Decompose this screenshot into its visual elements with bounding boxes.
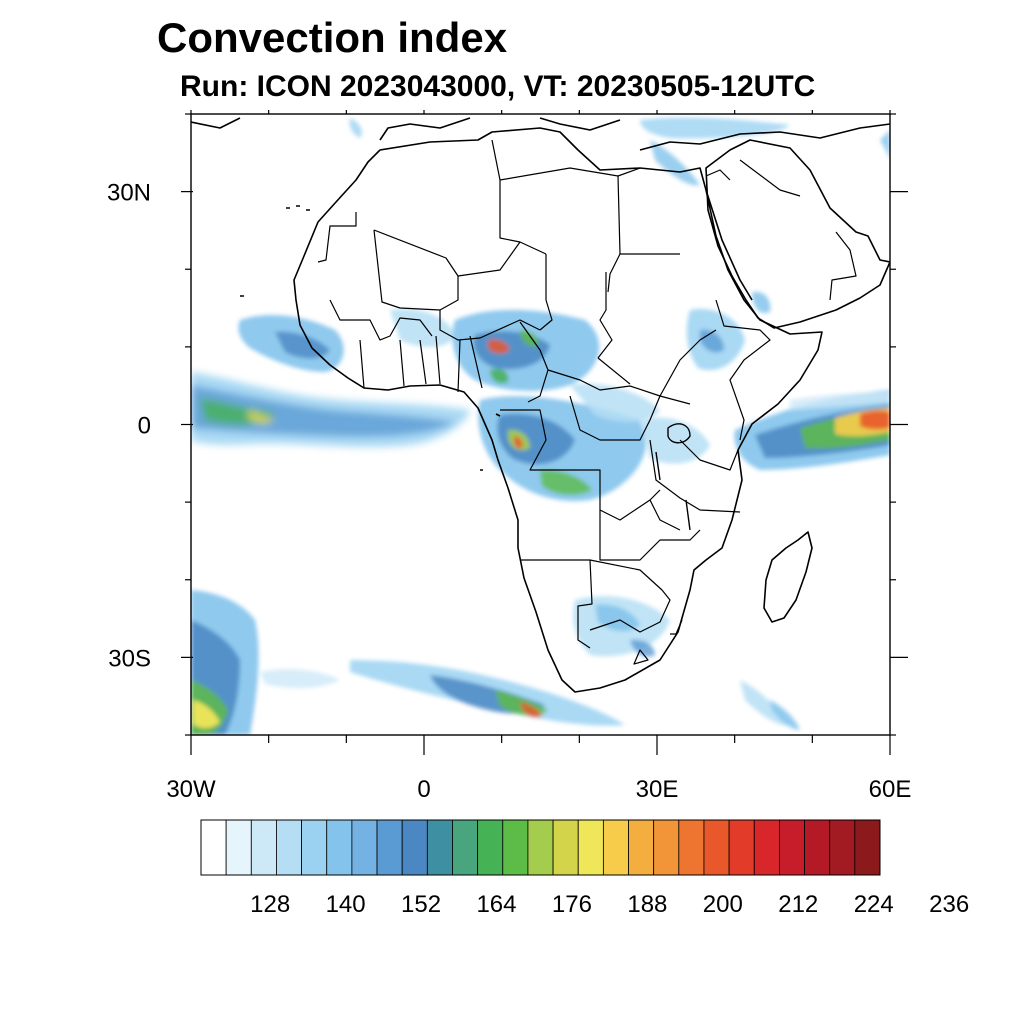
lon-tick-label: 30E: [636, 776, 679, 803]
field-southeast: [740, 680, 800, 730]
colorbar-label: 152: [401, 891, 441, 918]
colorbar-swatch: [653, 819, 680, 876]
field-east-africa: [640, 291, 771, 464]
colorbar-swatch: [351, 819, 378, 876]
colorbar-label: 188: [627, 891, 667, 918]
colorbar-swatch: [804, 819, 831, 876]
colorbar-swatch: [376, 819, 403, 876]
colorbar-label: 140: [326, 891, 366, 918]
colorbar-swatch: [326, 819, 353, 876]
red-sea-coast: [705, 189, 753, 301]
country-borders: [317, 139, 857, 665]
colorbar-label: 236: [929, 891, 969, 918]
lat-tick-label: 30N: [107, 180, 151, 207]
field-atlantic-itcz: [191, 372, 470, 448]
colorbar-swatch: [527, 819, 554, 876]
colorbar-swatch: [301, 819, 328, 876]
madagascar-coastline: [763, 531, 813, 623]
lon-tick-label: 0: [417, 776, 430, 803]
colorbar-swatch: [854, 819, 881, 876]
colorbar-label: 212: [778, 891, 818, 918]
coastlines: [191, 117, 890, 693]
arabia-coastline: [705, 139, 890, 329]
colorbar-swatch: [628, 819, 655, 876]
colorbar-swatch: [276, 819, 302, 876]
field-southwest: [191, 590, 259, 735]
lake-tanganyika: [655, 451, 661, 481]
colorbar: 128 140 152 164 176 188 200 212 224 236: [200, 819, 969, 918]
canary-islands: [240, 205, 310, 297]
colorbar-swatch: [426, 819, 453, 876]
gulf-islands: [480, 413, 501, 471]
colorbar-swatch: [477, 819, 504, 876]
colorbar-swatch: [552, 819, 579, 876]
colorbar-swatch: [452, 819, 479, 876]
colorbar-swatch: [602, 819, 629, 876]
colorbar-swatch: [225, 819, 252, 876]
colorbar-swatch: [678, 819, 705, 876]
colorbar-swatch: [200, 819, 227, 876]
colorbar-label: 224: [854, 891, 894, 918]
colorbar-swatch: [703, 819, 730, 876]
colorbar-label: 200: [703, 891, 743, 918]
lake-malawi: [685, 499, 691, 531]
lakes: [655, 423, 691, 531]
colorbar-swatch: [250, 819, 277, 876]
convection-field: [191, 117, 890, 735]
axis-labels: 30N 0 30S 30W 0 30E 60E: [107, 180, 911, 803]
lake-victoria: [667, 423, 691, 444]
colorbar-swatch: [728, 819, 755, 876]
colorbar-label: 128: [250, 891, 290, 918]
colorbar-swatch: [753, 819, 780, 876]
chart-title: Convection index: [157, 14, 508, 61]
lon-tick-label: 30W: [166, 776, 216, 803]
lat-tick-label: 0: [138, 413, 151, 440]
chart-subtitle: Run: ICON 2023043000, VT: 20230505-12UTC: [180, 70, 816, 103]
lat-tick-label: 30S: [108, 645, 151, 672]
europe-coastline: [191, 117, 890, 151]
field-indian-ocean: [734, 390, 890, 470]
field-south-atlantic: [260, 660, 625, 726]
colorbar-frame: [200, 819, 881, 876]
colorbar-swatch: [401, 819, 428, 876]
colorbar-swatch: [779, 819, 805, 876]
colorbar-swatch: [502, 819, 529, 876]
lon-tick-label: 60E: [869, 776, 912, 803]
colorbar-swatch: [829, 819, 856, 876]
colorbar-label: 176: [552, 891, 592, 918]
field-central-africa: [452, 309, 660, 501]
axis-ticks: [181, 110, 908, 755]
africa-coastline: [293, 127, 823, 693]
colorbar-label: 164: [476, 891, 516, 918]
colorbar-swatch: [577, 819, 604, 876]
